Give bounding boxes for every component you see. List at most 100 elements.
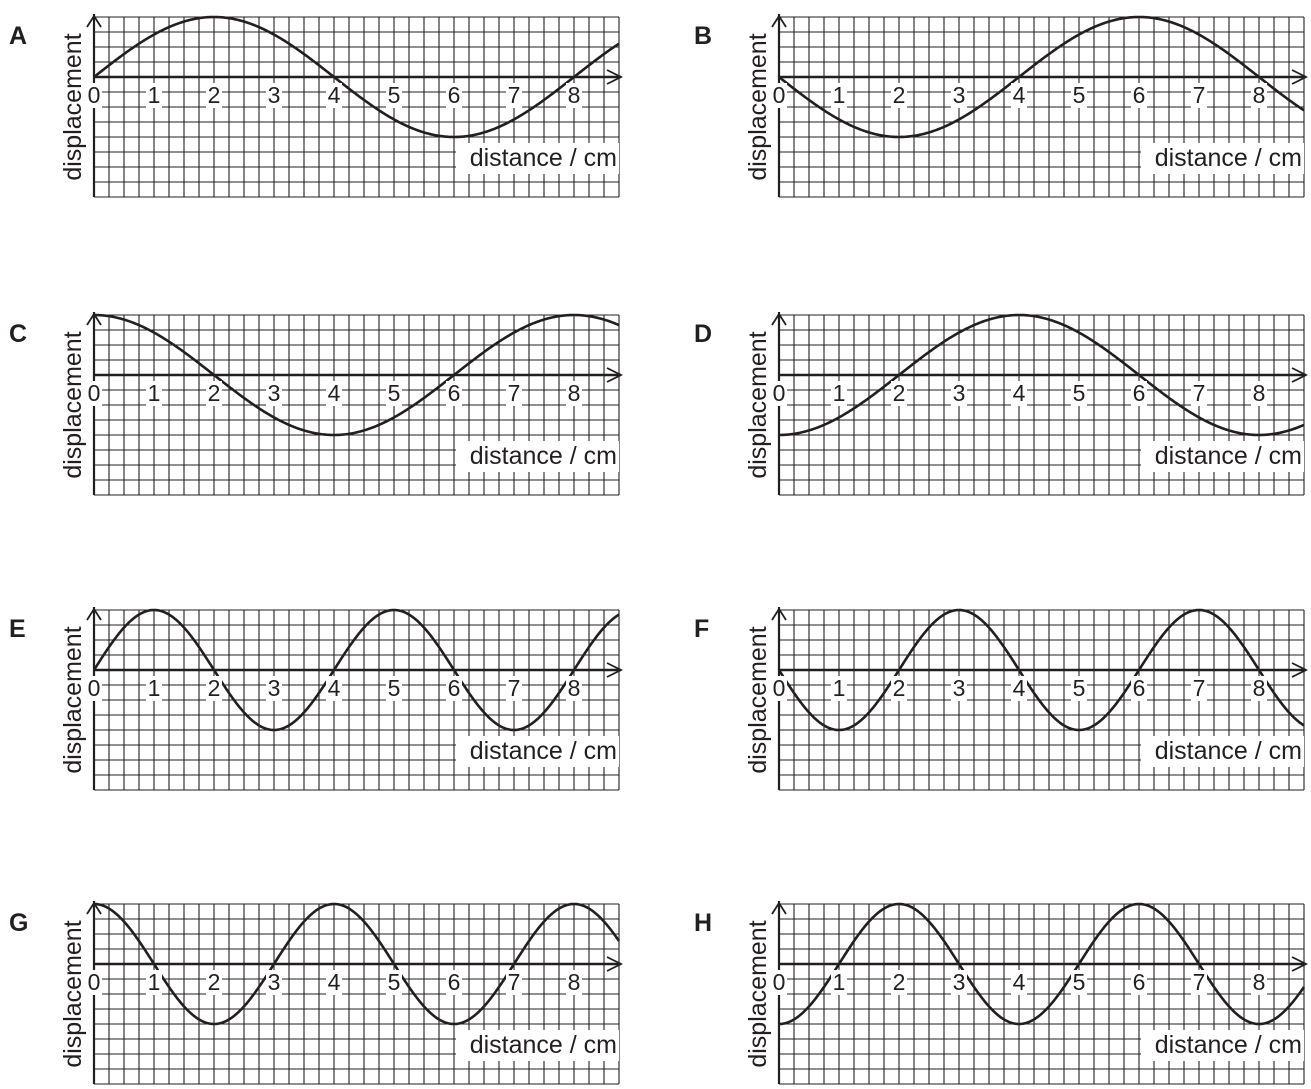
x-tick-label: 1	[833, 380, 846, 406]
tick-label-background	[1191, 970, 1207, 995]
x-tick-label: 6	[448, 380, 461, 406]
x-tick-label: 4	[328, 82, 341, 108]
tick-label-background	[326, 676, 342, 701]
x-axis-title-background	[1141, 736, 1304, 767]
wave-panel-d: 0 1 2 3 4 5 6 7 8 distance / cm displacement D	[694, 312, 1309, 496]
x-tick-label: 0	[88, 675, 101, 701]
y-axis-title: displacement	[59, 33, 87, 180]
y-axis-arrowhead	[771, 607, 787, 621]
x-axis-title-background	[1141, 1030, 1304, 1061]
wave-panel-h: 0 1 2 3 4 5 6 7 8 distance / cm displacement H	[694, 901, 1309, 1085]
x-tick-label: 5	[388, 969, 401, 995]
x-tick-label: 0	[773, 675, 786, 701]
tick-label-background	[86, 676, 102, 701]
tick-label-background	[1251, 676, 1267, 701]
x-axis-arrowhead	[606, 956, 624, 972]
x-tick-label: 6	[448, 969, 461, 995]
tick-label-background	[506, 83, 522, 108]
wave-panel-a: 0 1 2 3 4 5 6 7 8 distance / cm displacement A	[9, 14, 624, 198]
y-axis-title: displacement	[59, 920, 87, 1067]
x-axis-arrowhead	[1291, 367, 1309, 383]
x-tick-label: 6	[448, 675, 461, 701]
tick-label-background	[1251, 381, 1267, 406]
y-axis-arrowhead	[86, 901, 102, 915]
x-tick-label: 1	[148, 675, 161, 701]
tick-label-background	[1071, 381, 1087, 406]
tick-label-background	[566, 676, 582, 701]
tick-label-background	[206, 970, 222, 995]
tick-label-background	[206, 83, 222, 108]
panel-label: A	[9, 22, 27, 50]
x-tick-label: 3	[268, 82, 281, 108]
y-axis-arrowhead	[86, 312, 102, 326]
x-tick-label: 2	[893, 380, 906, 406]
panel-label: C	[9, 320, 27, 348]
tick-label-background	[266, 970, 282, 995]
x-tick-label: 3	[953, 82, 966, 108]
tick-label-background	[1131, 83, 1147, 108]
wave-panel-f: 0 1 2 3 4 5 6 7 8 distance / cm displacement F	[694, 607, 1309, 791]
x-tick-label: 7	[1193, 969, 1206, 995]
x-tick-label: 8	[568, 82, 581, 108]
x-axis-title: distance / cm	[1155, 144, 1302, 172]
tick-label-background	[831, 381, 847, 406]
tick-label-background	[386, 970, 402, 995]
x-axis-arrowhead	[1291, 662, 1309, 678]
x-tick-label: 2	[893, 969, 906, 995]
tick-label-background	[951, 676, 967, 701]
tick-label-background	[1191, 83, 1207, 108]
x-tick-label: 7	[508, 969, 521, 995]
wave-curve	[93, 15, 620, 139]
x-tick-label: 5	[388, 675, 401, 701]
x-axis-title: distance / cm	[1155, 442, 1302, 470]
x-axis-arrowhead	[1291, 956, 1309, 972]
x-tick-label: 8	[1253, 675, 1266, 701]
tick-label-background	[891, 83, 907, 108]
x-tick-label: 4	[1013, 675, 1026, 701]
tick-label-background	[386, 676, 402, 701]
tick-label-background	[951, 83, 967, 108]
y-axis-arrowhead	[771, 312, 787, 326]
x-tick-label: 3	[953, 675, 966, 701]
tick-label-background	[1071, 83, 1087, 108]
x-tick-label: 3	[268, 380, 281, 406]
tick-label-background	[206, 381, 222, 406]
x-tick-label: 6	[1133, 380, 1146, 406]
x-tick-label: 3	[268, 675, 281, 701]
tick-label-background	[326, 83, 342, 108]
x-tick-label: 5	[1073, 380, 1086, 406]
x-tick-label: 0	[773, 969, 786, 995]
tick-label-background	[891, 381, 907, 406]
x-tick-label: 8	[1253, 380, 1266, 406]
y-axis-arrowhead	[86, 607, 102, 621]
tick-label-background	[1131, 381, 1147, 406]
x-tick-label: 6	[1133, 82, 1146, 108]
tick-label-background	[566, 83, 582, 108]
y-axis-arrowhead	[771, 14, 787, 28]
panel-label: G	[9, 909, 28, 937]
tick-label-background	[1011, 676, 1027, 701]
tick-label-background	[326, 381, 342, 406]
tick-label-background	[446, 83, 462, 108]
tick-label-background	[206, 676, 222, 701]
tick-label-background	[566, 970, 582, 995]
x-tick-label: 0	[88, 969, 101, 995]
x-tick-label: 5	[1073, 969, 1086, 995]
y-axis-title: displacement	[744, 331, 772, 478]
x-tick-label: 0	[88, 380, 101, 406]
x-axis-title: distance / cm	[1155, 1031, 1302, 1059]
wave-panel-g: 0 1 2 3 4 5 6 7 8 distance / cm displacement G	[9, 901, 624, 1085]
tick-label-background	[1011, 83, 1027, 108]
tick-label-background	[1011, 381, 1027, 406]
x-axis-title: distance / cm	[470, 1031, 617, 1059]
tick-label-background	[1131, 676, 1147, 701]
tick-label-background	[1191, 676, 1207, 701]
panel-label: E	[9, 615, 26, 643]
x-axis-title: distance / cm	[470, 737, 617, 765]
wave-panel-b: 0 1 2 3 4 5 6 7 8 distance / cm displacement B	[694, 14, 1309, 198]
tick-label-background	[266, 381, 282, 406]
x-tick-label: 8	[1253, 82, 1266, 108]
wave-curve	[778, 902, 1306, 1026]
x-tick-label: 7	[508, 675, 521, 701]
